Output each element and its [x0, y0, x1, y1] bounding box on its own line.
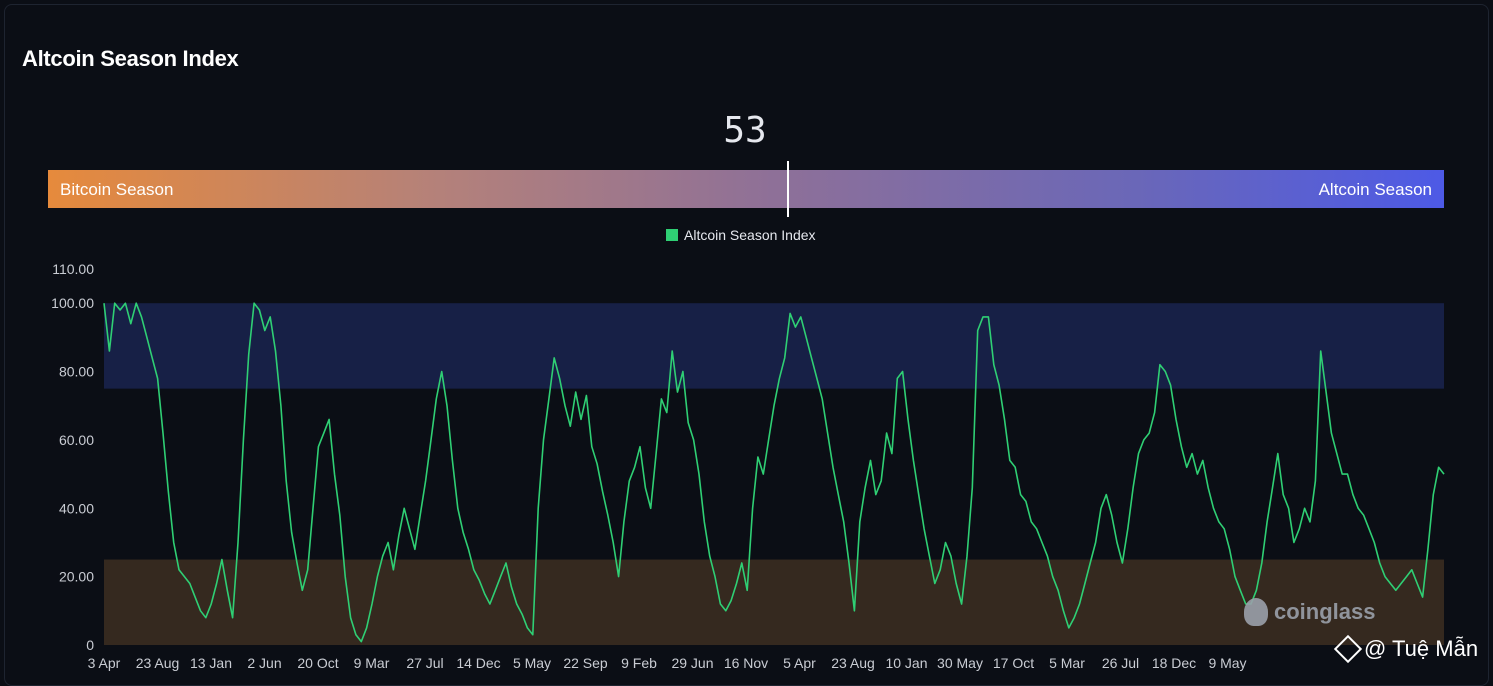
- x-tick-label: 29 Jun: [671, 655, 713, 671]
- x-tick-label: 9 Feb: [621, 655, 657, 671]
- credit-text: @ Tuệ Mẫn: [1364, 636, 1479, 661]
- legend-label: Altcoin Season Index: [684, 227, 816, 243]
- x-tick-label: 2 Jun: [247, 655, 281, 671]
- x-tick-label: 23 Aug: [136, 655, 180, 671]
- y-tick-label: 100.00: [51, 295, 94, 311]
- chart-legend[interactable]: Altcoin Season Index: [666, 227, 816, 243]
- x-tick-label: 16 Nov: [724, 655, 768, 671]
- y-tick-label: 60.00: [59, 432, 94, 448]
- season-gradient-bar: Bitcoin Season Altcoin Season: [48, 170, 1444, 208]
- x-tick-label: 30 May: [937, 655, 983, 671]
- altcoin-season-label: Altcoin Season: [1318, 180, 1432, 199]
- x-tick-label: 3 Apr: [88, 655, 121, 671]
- index-value: 53: [723, 110, 767, 151]
- altcoin-index-line: [103, 302, 1445, 643]
- y-tick-label: 110.00: [52, 261, 94, 277]
- x-tick-label: 5 May: [513, 655, 551, 671]
- bitcoin-season-label: Bitcoin Season: [60, 180, 174, 199]
- x-tick-label: 22 Sep: [563, 655, 608, 671]
- x-tick-label: 23 Aug: [831, 655, 875, 671]
- x-tick-label: 18 Dec: [1152, 655, 1196, 671]
- x-tick-label: 10 Jan: [885, 655, 927, 671]
- x-tick-label: 9 May: [1208, 655, 1246, 671]
- coinglass-logo-icon: [1244, 598, 1268, 626]
- x-tick-label: 14 Dec: [456, 655, 500, 671]
- legend-swatch: [666, 229, 678, 241]
- index-marker: [786, 161, 789, 217]
- y-tick-label: 80.00: [59, 364, 94, 380]
- x-tick-label: 9 Mar: [354, 655, 390, 671]
- y-tick-label: 20.00: [59, 569, 94, 585]
- x-tick-label: 20 Oct: [297, 655, 338, 671]
- watermark-text: coinglass: [1274, 599, 1376, 624]
- x-tick-label: 13 Jan: [190, 655, 232, 671]
- x-tick-label: 27 Jul: [406, 655, 443, 671]
- bitcoin-season-band: [104, 559, 1444, 645]
- x-tick-label: 17 Oct: [993, 655, 1034, 671]
- altcoin-season-band: [104, 303, 1444, 389]
- x-tick-label: 5 Apr: [783, 655, 816, 671]
- x-tick-label: 26 Jul: [1102, 655, 1139, 671]
- y-tick-label: 0: [86, 637, 94, 653]
- coinglass-watermark: coinglass: [1244, 598, 1375, 626]
- page-title: Altcoin Season Index: [22, 46, 239, 71]
- binance-diamond-icon: [1333, 634, 1363, 664]
- x-tick-label: 5 Mar: [1049, 655, 1085, 671]
- author-credit: @ Tuệ Mẫn: [1333, 634, 1479, 664]
- y-tick-label: 40.00: [59, 500, 94, 516]
